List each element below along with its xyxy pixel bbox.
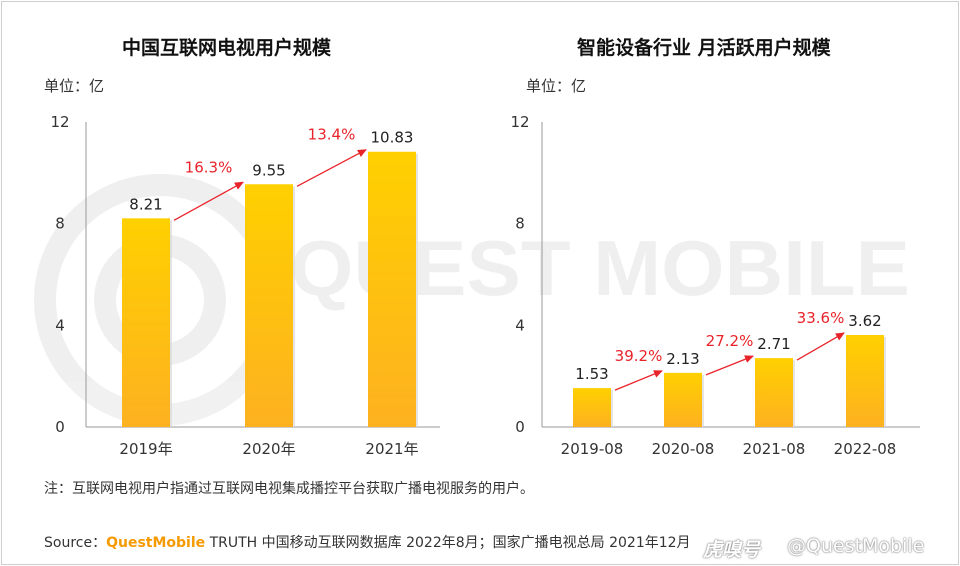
growth-arrow xyxy=(173,181,244,221)
credit-handle: @QuestMobile xyxy=(787,535,925,557)
bar xyxy=(368,151,416,428)
bar-chart-smart-device-mau: 0 4 8 12 1.53 2019-08 2.13 2020-08 2.71 2021-08 3.… xyxy=(510,113,920,458)
footnote: 注：互联网电视用户指通过互联网电视集成播控平台获取广播电视服务的用户。 xyxy=(44,481,534,497)
growth-label: 33.6% xyxy=(797,309,845,327)
x-tick-label: 2021-08 xyxy=(743,440,806,458)
source-rest: TRUTH 中国移动互联网数据库 2022年8月；国家广播电视总局 2021年1… xyxy=(205,535,691,551)
bar xyxy=(122,218,170,427)
huxiu-logo: 虎嗅号 xyxy=(703,539,761,561)
bar-chart-tv-users: 0 4 8 12 8.21 2019年 9.55 2020年 10.83 2021年 16.3% 13… xyxy=(50,113,440,458)
x-tick-label: 2021年 xyxy=(365,440,418,458)
growth-arrow xyxy=(296,149,367,187)
unit-label-left: 单位：亿 xyxy=(44,77,105,95)
y-tick-label: 12 xyxy=(510,113,529,131)
x-tick-label: 2019-08 xyxy=(561,440,624,458)
x-tick-label: 2020-08 xyxy=(652,440,715,458)
growth-arrow xyxy=(705,355,754,376)
y-tick-label: 0 xyxy=(55,418,65,436)
data-label: 3.62 xyxy=(848,312,881,330)
bar xyxy=(846,334,884,427)
growth-label: 27.2% xyxy=(706,332,754,350)
unit-label-right: 单位：亿 xyxy=(526,77,587,95)
growth-label: 13.4% xyxy=(308,126,356,144)
data-label: 9.55 xyxy=(252,161,285,179)
bar xyxy=(755,358,793,427)
x-tick-label: 2019年 xyxy=(119,440,172,458)
y-tick-label: 0 xyxy=(515,418,525,436)
chart-title-right: 智能设备行业 月活跃用户规模 xyxy=(577,37,831,59)
y-tick-label: 8 xyxy=(55,215,65,233)
bar xyxy=(245,184,293,427)
x-tick-label: 2020年 xyxy=(242,440,295,458)
y-tick-label: 8 xyxy=(515,215,525,233)
growth-label: 39.2% xyxy=(615,347,663,365)
data-label: 1.53 xyxy=(575,365,608,383)
source-prefix: Source： xyxy=(44,535,107,551)
y-tick-label: 12 xyxy=(50,113,69,131)
data-label: 10.83 xyxy=(371,129,414,147)
chart-title-left: 中国互联网电视用户规模 xyxy=(122,37,332,59)
data-label: 2.13 xyxy=(666,350,699,368)
bar xyxy=(664,372,702,427)
bar xyxy=(573,388,611,427)
x-tick-label: 2022-08 xyxy=(834,440,897,458)
data-label: 8.21 xyxy=(129,195,162,213)
y-tick-label: 4 xyxy=(515,316,525,334)
source-brand: QuestMobile xyxy=(106,535,206,551)
growth-arrow xyxy=(796,332,845,361)
growth-arrow xyxy=(614,370,663,391)
source-line: Source：QuestMobile TRUTH 中国移动互联网数据库 2022… xyxy=(44,532,691,552)
data-label: 2.71 xyxy=(757,335,790,353)
y-tick-label: 4 xyxy=(55,316,65,334)
growth-label: 16.3% xyxy=(185,158,233,176)
